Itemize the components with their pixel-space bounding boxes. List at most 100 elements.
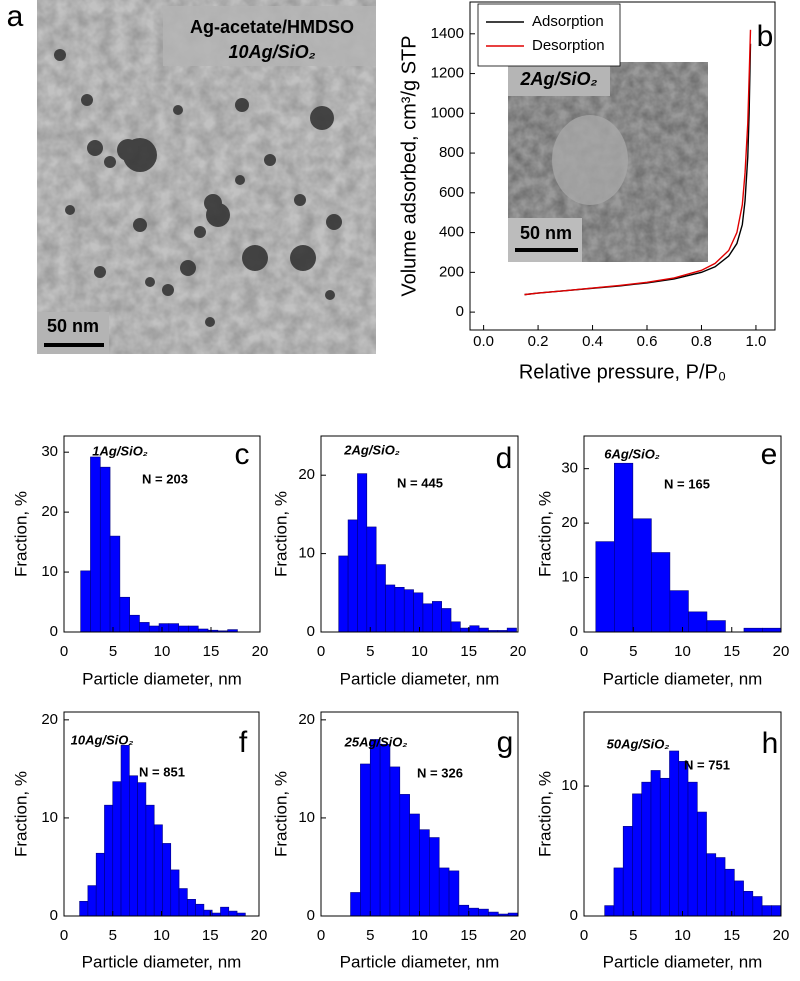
bar [641,781,652,917]
x-tick-label: 5 [366,643,374,660]
bar [95,852,105,917]
bar [338,555,349,633]
bar [90,456,101,633]
x-tick-label: 0 [60,927,68,944]
y-tick-label: 10 [298,809,315,826]
x-tick-label: 20 [510,643,527,660]
bar [153,824,163,917]
x-tick-label: 20 [773,643,790,660]
bar [613,867,624,917]
bar [109,535,121,633]
series-line [524,29,752,296]
bar [438,867,450,917]
y-axis-title: Fraction, % [271,491,290,577]
bar [595,541,615,633]
bar [632,518,652,633]
y-tick-label: 0 [570,907,578,924]
x-tick-label: 15 [723,643,740,660]
bar [99,466,111,633]
x-tick-label: 0.0 [473,333,494,350]
bar [441,608,452,633]
panel-label: g [497,726,514,759]
bar [659,777,670,917]
annotation: N = 851 [139,764,185,779]
bar [413,592,424,633]
x-tick-label: 0 [580,927,588,944]
bar [145,804,155,917]
bar [357,473,368,633]
x-tick-label: 0 [580,643,588,660]
y-tick-label: 0 [50,623,58,640]
x-axis-title: Relative pressure, P/P₀ [519,361,726,383]
x-tick-label: 5 [629,643,637,660]
x-axis-title: Particle diameter, nm [603,952,763,971]
annotation: 10Ag/SiO₂ [71,732,134,747]
bar [220,906,230,917]
x-tick-label: 0.8 [691,333,712,350]
y-tick-label: 1000 [431,104,464,121]
y-tick-label: 30 [41,443,58,460]
annotation: N = 751 [684,757,730,772]
image-caption: 2Ag/SiO₂ [520,69,598,89]
annotation: N = 326 [417,765,463,780]
y-axis-title: Volume adsorbed, cm³/g STP [398,35,420,296]
bar [399,794,410,917]
y-tick-label: 20 [561,514,578,531]
bar [375,564,386,633]
bar [450,621,461,633]
x-tick-label: 15 [460,927,477,944]
x-tick-label: 5 [366,927,374,944]
bar [148,625,160,633]
bar [458,904,470,917]
scale-bar-label: 50 nm [47,316,99,336]
bar [604,905,615,917]
y-tick-label: 10 [41,563,58,580]
bar [347,519,358,633]
bar [734,880,744,917]
bar [448,870,460,917]
panel-label: b [757,20,774,53]
x-axis-title: Particle diameter, nm [82,952,242,971]
bar [669,590,689,633]
image-caption: 10Ag/SiO₂ [229,42,316,62]
panel-label: h [762,727,779,760]
bar [385,584,396,633]
x-tick-label: 10 [153,927,170,944]
bar [350,892,361,917]
y-tick-label: 10 [298,545,315,562]
y-tick-label: 10 [561,569,578,586]
bar [478,908,489,917]
tem-image-a: Ag-acetate/HMDSO 10Ag/SiO₂ 50 nm [37,0,376,354]
y-tick-label: 1400 [431,25,464,42]
annotation: N = 445 [397,475,443,490]
y-tick-label: 20 [41,503,58,520]
panel-label: c [235,438,250,471]
x-tick-label: 10 [154,643,171,660]
x-tick-label: 20 [773,927,790,944]
bar [228,910,238,917]
x-tick-label: 15 [202,927,219,944]
bar [771,905,781,917]
x-tick-label: 20 [252,643,269,660]
x-axis-title: Particle diameter, nm [603,669,763,688]
bar [168,623,179,633]
bar [79,900,89,917]
y-axis-title: Fraction, % [271,771,290,857]
y-tick-label: 20 [298,711,315,728]
y-tick-label: 30 [561,460,578,477]
bar [614,462,634,633]
annotation: 2Ag/SiO₂ [343,442,400,457]
bar [403,589,414,633]
annotation: 50Ag/SiO₂ [607,736,670,751]
x-tick-label: 0 [317,643,325,660]
bar [419,829,430,917]
x-axis-title: Particle diameter, nm [340,669,500,688]
bar [696,811,707,917]
y-tick-label: 0 [307,907,315,924]
bar [129,614,140,633]
x-tick-label: 0.2 [528,333,549,350]
bar [389,766,401,917]
x-tick-label: 20 [251,927,268,944]
bar [195,903,205,917]
